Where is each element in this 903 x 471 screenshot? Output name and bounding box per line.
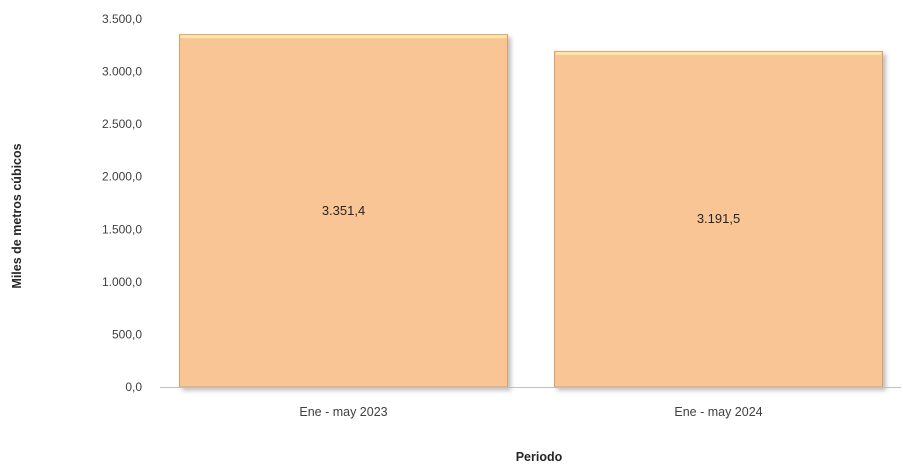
y-tick-label: 3.000,0 bbox=[102, 65, 142, 79]
y-axis-title: Miles de metros cúbicos bbox=[10, 143, 24, 288]
x-tick-label: Ene - may 2023 bbox=[299, 405, 387, 419]
y-tick-label: 1.000,0 bbox=[102, 275, 142, 289]
bar bbox=[179, 34, 508, 388]
bar-top-highlight bbox=[180, 35, 507, 39]
x-axis-tick-labels: Ene - may 2023 Ene - may 2024 bbox=[299, 405, 762, 419]
data-label: 3.351,4 bbox=[322, 203, 365, 218]
y-tick-label: 3.500,0 bbox=[102, 12, 142, 26]
data-labels: 3.351,4 3.191,5 bbox=[322, 203, 740, 226]
data-label: 3.191,5 bbox=[697, 211, 740, 226]
bar bbox=[554, 50, 883, 388]
y-tick-label: 2.500,0 bbox=[102, 117, 142, 131]
y-tick-label: 1.500,0 bbox=[102, 222, 142, 236]
bars bbox=[179, 34, 883, 388]
y-tick-label: 0,0 bbox=[125, 380, 142, 394]
x-axis-title: Periodo bbox=[516, 450, 563, 464]
y-axis-ticks: 0,0 500,0 1.000,0 1.500,0 2.000,0 2.500,0 3.00… bbox=[102, 12, 142, 394]
y-tick-label: 2.000,0 bbox=[102, 170, 142, 184]
x-tick-label: Ene - may 2024 bbox=[674, 405, 762, 419]
y-tick-label: 500,0 bbox=[112, 327, 142, 341]
bar-top-highlight bbox=[555, 51, 882, 55]
